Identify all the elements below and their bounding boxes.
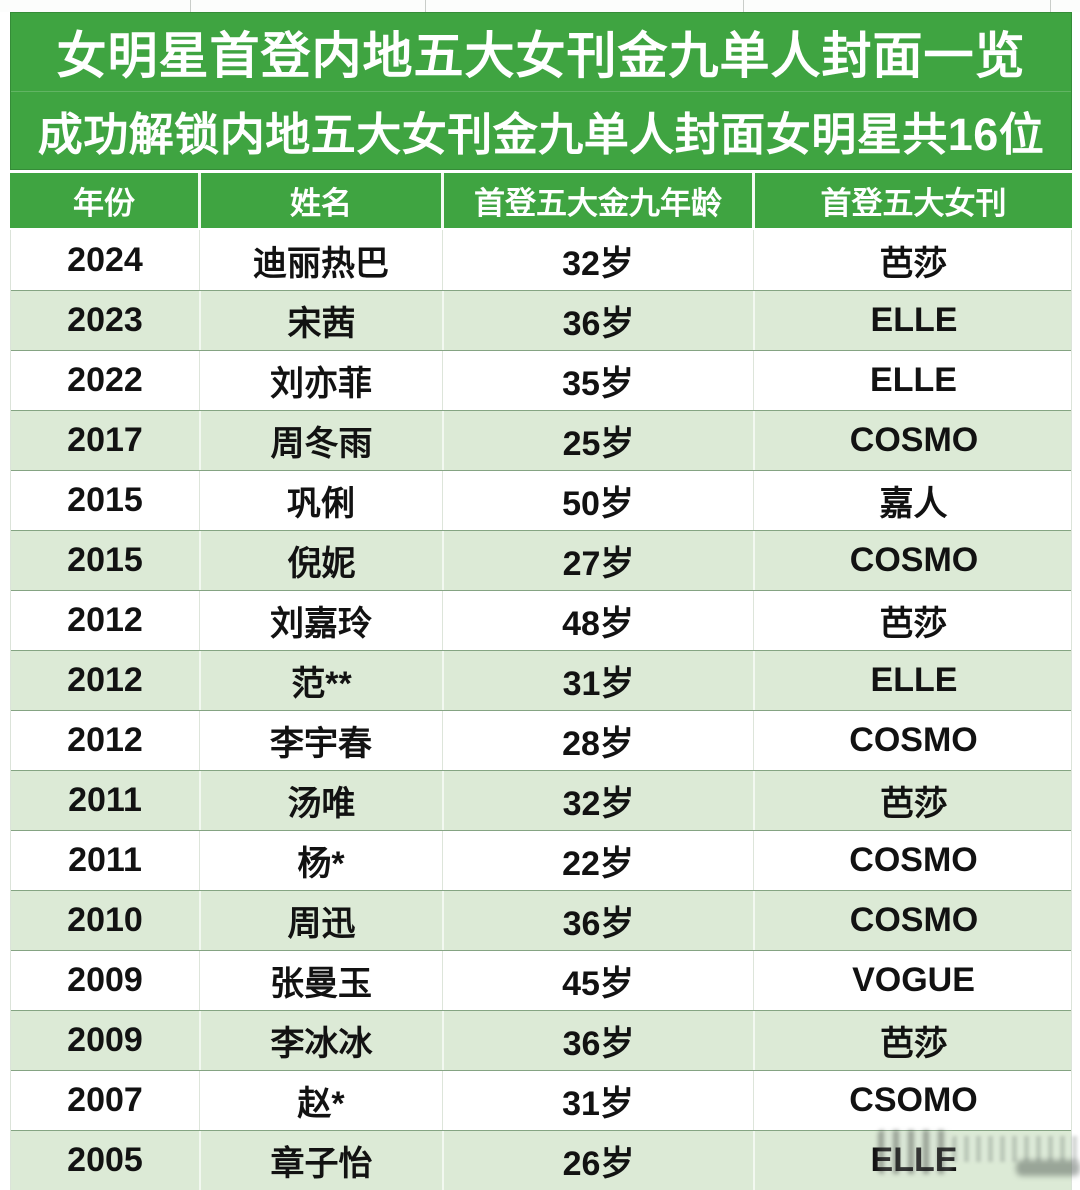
table-header-row: 年份 姓名 首登五大金九年龄 首登五大女刊 <box>10 173 1072 228</box>
cell-magazine: 嘉人 <box>753 471 1073 530</box>
cell-name: 宋茜 <box>199 291 442 350</box>
cell-name: 张曼玉 <box>199 951 442 1010</box>
cell-age: 45岁 <box>442 951 753 1010</box>
cell-age: 31岁 <box>442 651 753 710</box>
cell-age: 31岁 <box>442 1071 753 1130</box>
cell-age: 27岁 <box>442 531 753 590</box>
cell-magazine: COSMO <box>753 711 1073 770</box>
table-row: 2023 宋茜 36岁 ELLE <box>11 290 1071 350</box>
cell-year: 2011 <box>68 841 142 879</box>
cell-name: 倪妮 <box>199 531 442 590</box>
cell-magazine: CSOMO <box>753 1071 1073 1130</box>
table-row: 2015 倪妮 27岁 COSMO <box>11 530 1071 590</box>
cell-magazine: COSMO <box>753 891 1073 950</box>
table-row: 2009 李冰冰 36岁 芭莎 <box>11 1010 1071 1070</box>
column-header-magazine: 首登五大女刊 <box>752 173 1072 228</box>
cell-year: 2017 <box>67 421 143 459</box>
cell-age: 36岁 <box>442 1011 753 1070</box>
cell-name: 刘亦菲 <box>199 351 442 410</box>
cell-name: 杨* <box>199 831 442 890</box>
cell-name: 汤唯 <box>199 771 442 830</box>
cell-name: 刘嘉玲 <box>199 591 442 650</box>
cell-magazine: ELLE <box>753 651 1073 710</box>
table-row: 2022 刘亦菲 35岁 ELLE <box>11 350 1071 410</box>
table-row: 2007 赵* 31岁 CSOMO <box>11 1070 1071 1130</box>
column-header-age: 首登五大金九年龄 <box>441 173 752 228</box>
cell-year: 2005 <box>67 1141 143 1179</box>
cell-magazine: 芭莎 <box>753 1011 1073 1070</box>
cell-name: 李宇春 <box>199 711 442 770</box>
cell-magazine: COSMO <box>753 411 1073 470</box>
column-header-year: 年份 <box>73 186 135 221</box>
cell-year: 2009 <box>67 1021 143 1059</box>
table-row: 2012 范** 31岁 ELLE <box>11 650 1071 710</box>
cell-year: 2010 <box>67 901 143 939</box>
table-row: 2005 章子怡 26岁 ELLE <box>11 1130 1071 1190</box>
cell-year: 2011 <box>68 781 142 819</box>
cell-year: 2007 <box>67 1081 143 1119</box>
cell-magazine: 芭莎 <box>753 230 1073 290</box>
cell-age: 36岁 <box>442 291 753 350</box>
cell-name: 周冬雨 <box>199 411 442 470</box>
cell-age: 26岁 <box>442 1131 753 1190</box>
cell-age: 36岁 <box>442 891 753 950</box>
table-body: 2024 迪丽热巴 32岁 芭莎 2023 宋茜 36岁 ELLE 2022 刘… <box>10 230 1072 1190</box>
cell-year: 2022 <box>67 361 143 399</box>
gridline <box>1050 0 1051 12</box>
table-row: 2010 周迅 36岁 COSMO <box>11 890 1071 950</box>
table-row: 2009 张曼玉 45岁 VOGUE <box>11 950 1071 1010</box>
cell-name: 李冰冰 <box>199 1011 442 1070</box>
table-row: 2015 巩俐 50岁 嘉人 <box>11 470 1071 530</box>
table-row: 2012 李宇春 28岁 COSMO <box>11 710 1071 770</box>
cell-magazine: ELLE <box>753 291 1073 350</box>
cell-name: 赵* <box>199 1071 442 1130</box>
cell-age: 25岁 <box>442 411 753 470</box>
cell-name: 周迅 <box>199 891 442 950</box>
cell-magazine: VOGUE <box>753 951 1073 1010</box>
page-subtitle: 成功解锁内地五大女刊金九单人封面女明星共16位 <box>37 108 1045 160</box>
cell-magazine: COSMO <box>753 831 1073 890</box>
cell-name: 范** <box>199 651 442 710</box>
cell-magazine: COSMO <box>753 531 1073 590</box>
gridline <box>190 0 191 12</box>
cell-age: 50岁 <box>442 471 753 530</box>
cell-year: 2024 <box>67 240 143 279</box>
table-row: 2024 迪丽热巴 32岁 芭莎 <box>11 230 1071 290</box>
cell-magazine: 芭莎 <box>753 591 1073 650</box>
cell-name: 巩俐 <box>199 471 442 530</box>
table-row: 2012 刘嘉玲 48岁 芭莎 <box>11 590 1071 650</box>
cell-age: 32岁 <box>442 771 753 830</box>
cell-age: 35岁 <box>442 351 753 410</box>
cell-year: 2015 <box>67 481 143 519</box>
cell-year: 2012 <box>67 661 143 699</box>
cell-age: 28岁 <box>442 711 753 770</box>
table-row: 2011 汤唯 32岁 芭莎 <box>11 770 1071 830</box>
cell-year: 2012 <box>67 601 143 639</box>
page-title: 女明星首登内地五大女刊金九单人封面一览 <box>11 13 1071 92</box>
cell-magazine: ELLE <box>753 351 1073 410</box>
title-banner: 女明星首登内地五大女刊金九单人封面一览 成功解锁内地五大女刊金九单人封面女明星共… <box>10 12 1072 170</box>
table-row: 2011 杨* 22岁 COSMO <box>11 830 1071 890</box>
cell-name: 迪丽热巴 <box>199 230 442 290</box>
cell-year: 2009 <box>67 961 143 999</box>
cell-year: 2015 <box>67 541 143 579</box>
cell-age: 22岁 <box>442 831 753 890</box>
cell-age: 48岁 <box>442 591 753 650</box>
table-row: 2017 周冬雨 25岁 COSMO <box>11 410 1071 470</box>
column-header-name: 姓名 <box>198 173 441 228</box>
gridline <box>743 0 744 12</box>
cell-age: 32岁 <box>442 230 753 290</box>
cell-year: 2023 <box>67 301 143 339</box>
cell-magazine: 芭莎 <box>753 771 1073 830</box>
cell-name: 章子怡 <box>199 1131 442 1190</box>
top-gridline-strip <box>0 0 1080 12</box>
cell-year: 2012 <box>67 721 143 759</box>
cell-magazine: ELLE <box>753 1131 1073 1190</box>
gridline <box>425 0 426 12</box>
